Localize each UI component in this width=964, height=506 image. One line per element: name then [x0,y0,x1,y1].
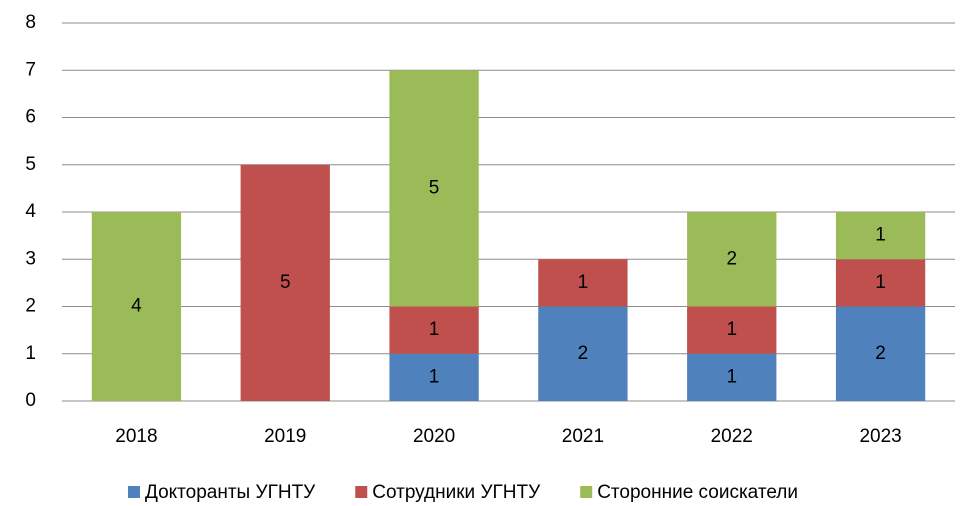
data-label: 1 [726,366,737,387]
bar-segment [687,353,777,401]
data-label: 1 [875,225,886,246]
x-tick-label: 2020 [413,426,455,447]
data-label: 5 [280,272,291,293]
y-tick-label: 7 [25,59,36,80]
data-label: 2 [875,343,886,364]
bar-segment [389,70,479,307]
bar-segment [835,306,926,401]
x-tick-label: 2019 [264,426,306,447]
x-tick-label: 2021 [562,426,604,447]
data-label: 1 [578,272,589,293]
bar-segment [538,259,628,307]
y-tick-label: 2 [25,296,36,317]
bar-segment [687,306,777,354]
data-label: 1 [429,319,440,340]
legend-swatch [580,486,593,498]
x-tick-label: 2022 [711,426,753,447]
y-tick-label: 8 [25,12,36,33]
bar-segment [835,212,926,260]
legend-swatch [355,486,368,498]
data-label: 2 [578,343,589,364]
data-label: 1 [429,366,440,387]
data-label: 4 [131,296,142,317]
bar-segment [389,306,479,354]
y-tick-label: 1 [25,343,36,364]
bar-segment [240,164,330,401]
y-tick-label: 5 [25,154,36,175]
x-tick-label: 2023 [859,426,901,447]
y-tick-label: 0 [25,390,36,411]
y-tick-label: 3 [25,248,36,269]
x-tick-label: 2018 [115,426,157,447]
y-tick-label: 6 [25,107,36,128]
y-tick-label: 4 [25,201,36,222]
data-label: 1 [726,319,737,340]
bar-segment [91,212,182,401]
legend-label: Сторонние соискатели [597,482,798,503]
bar-segment [538,306,628,401]
legend-label: Докторанты УГНТУ [145,482,316,503]
data-label: 1 [875,272,886,293]
data-label: 2 [726,248,737,269]
bar-segment [389,353,479,401]
legend-swatch [128,486,140,498]
bar-segment [835,259,926,307]
legend-label: Сотрудники УГНТУ [372,482,541,503]
data-label: 5 [429,177,440,198]
bar-segment [687,212,777,307]
